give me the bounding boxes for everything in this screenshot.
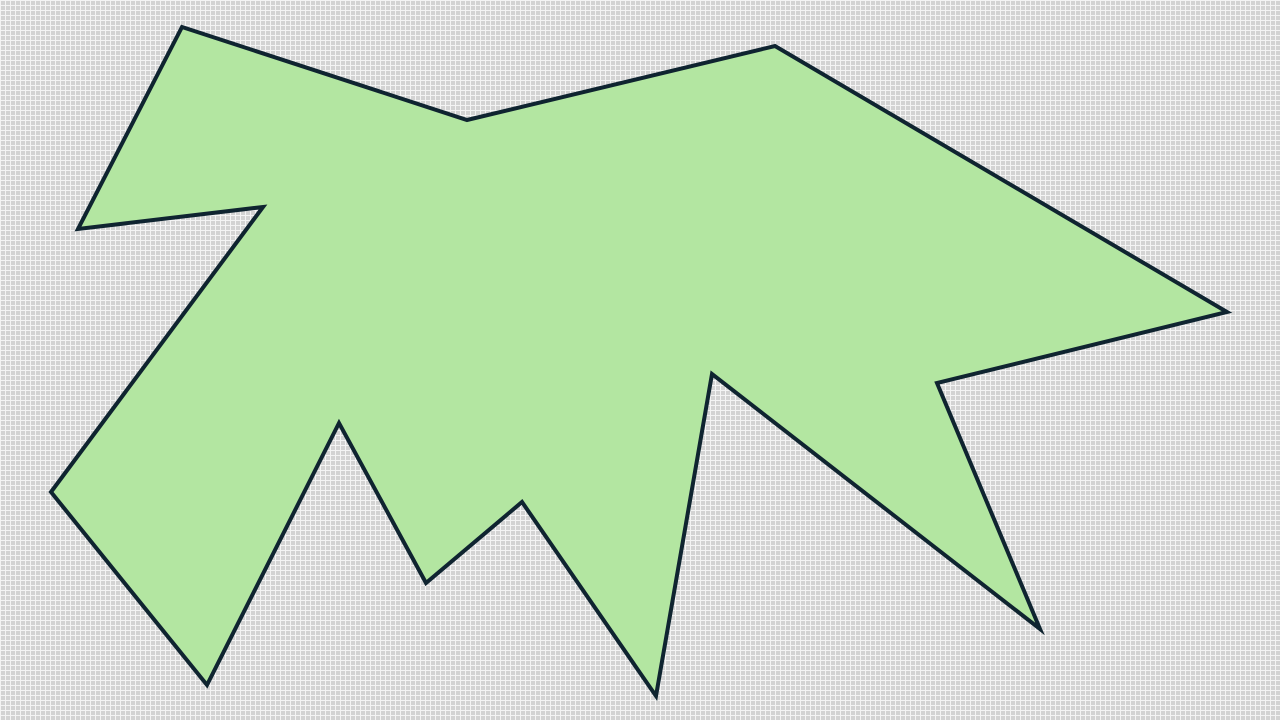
irregular-polygon xyxy=(48,24,1233,702)
